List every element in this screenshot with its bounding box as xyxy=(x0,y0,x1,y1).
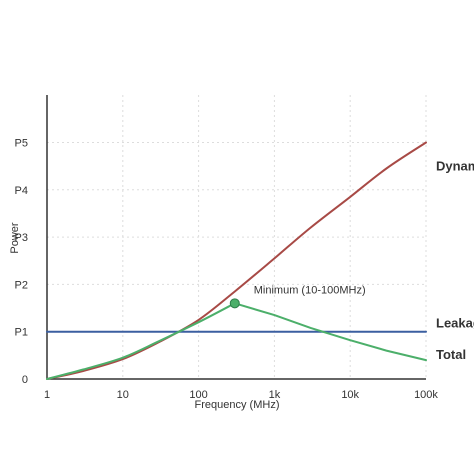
series-line-dynamic xyxy=(46,141,427,380)
grid-layer xyxy=(47,95,427,379)
y-tick-label: P5 xyxy=(15,138,28,150)
series-layer xyxy=(46,141,427,380)
y-tick-label: P4 xyxy=(15,185,28,197)
x-axis-title: Frequency (MHz) xyxy=(195,399,280,411)
y-tick-label: P2 xyxy=(15,279,28,291)
series-label-total: Total xyxy=(436,347,466,362)
y-tick-label: P3 xyxy=(15,232,28,244)
y-tick-label: P1 xyxy=(15,327,28,339)
x-tick-label: 10k xyxy=(341,389,359,401)
series-label-dynamic: Dynamic xyxy=(436,159,474,174)
x-tick-label: 1 xyxy=(44,389,50,401)
label-layer: Dynamic Leakage Total xyxy=(436,159,474,363)
minimum-annotation-label: Minimum (10-100MHz) xyxy=(254,284,366,296)
y-axis-title: Power xyxy=(9,222,21,254)
x-tick-label: 100k xyxy=(414,389,438,401)
series-line-total xyxy=(46,302,427,380)
y-tick-label: 0 xyxy=(22,374,28,386)
annotation-layer: Minimum (10-100MHz) xyxy=(229,284,366,309)
axis-layer: 1 10 100 1k 10k 100k 0 P1 P2 P3 P4 P5 xyxy=(15,95,438,401)
x-tick-label: 100 xyxy=(189,389,207,401)
x-tick-label: 1k xyxy=(269,389,281,401)
minimum-marker xyxy=(229,298,240,309)
x-tick-label: 10 xyxy=(117,389,129,401)
series-label-leakage: Leakage xyxy=(436,316,474,331)
